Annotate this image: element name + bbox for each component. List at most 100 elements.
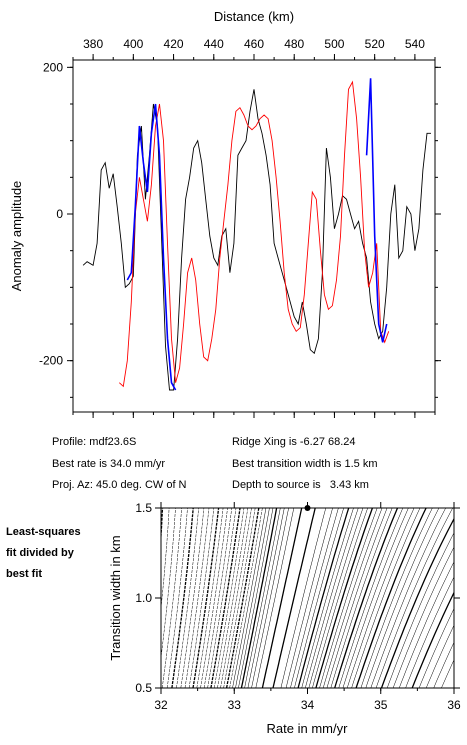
chart2-ticks: 32 33 34 35 36 0.5 1.0 1.5 <box>135 501 461 712</box>
contour-line <box>355 508 427 688</box>
side-note-line-1: Least-squares <box>6 526 81 538</box>
proj-az-label: Proj. Az: 45.0 deg. CW of N <box>52 479 187 491</box>
contour-lines <box>122 508 454 688</box>
contour-line <box>192 508 220 688</box>
contour-line <box>280 508 327 688</box>
contour-line <box>312 508 368 688</box>
contour-line <box>338 508 404 688</box>
contour-line <box>418 607 454 688</box>
y-tick-label: 200 <box>43 60 63 74</box>
contour-line <box>207 508 237 688</box>
x-tick-label: 520 <box>365 37 385 51</box>
contour-line <box>351 508 421 688</box>
contour-line <box>247 508 285 688</box>
x-tick-label: 400 <box>123 37 143 51</box>
contour-line <box>330 508 393 688</box>
x-tick-label: 32 <box>154 698 168 712</box>
contour-line <box>425 624 454 688</box>
x-tick-label: 540 <box>405 37 425 51</box>
chart1-x-axis-label: Distance (km) <box>214 9 294 24</box>
contour-line <box>398 561 454 688</box>
y-tick-label: 1.0 <box>135 591 152 605</box>
contour-line <box>188 508 215 688</box>
contour-line <box>297 508 350 688</box>
contour-line <box>161 508 170 611</box>
y-tick-label: 0 <box>56 207 63 221</box>
contour-line <box>223 508 256 688</box>
contour-line <box>315 508 374 688</box>
contour-line <box>251 508 289 688</box>
contour-line <box>375 508 453 688</box>
contour-line <box>244 508 281 688</box>
x-tick-label: 460 <box>244 37 264 51</box>
contour-line <box>308 508 364 688</box>
contour-line <box>272 508 316 688</box>
series-fit-line-2 <box>126 103 177 391</box>
best-fit-marker <box>304 505 311 511</box>
contour-line <box>365 508 440 688</box>
contour-line <box>220 508 252 688</box>
contour-line <box>229 508 263 688</box>
contour-line <box>386 532 454 688</box>
chart2-contour-group <box>122 508 454 688</box>
x-tick-label: 33 <box>228 698 242 712</box>
series-model-line-1 <box>118 80 390 388</box>
x-tick-label: 500 <box>324 37 344 51</box>
contour-line <box>294 508 344 688</box>
chart1-ticks: 380 400 420 440 460 480 500 520 540 200 0 -200 <box>39 37 441 418</box>
contour-line <box>305 508 359 688</box>
y-tick-label: -200 <box>39 354 63 368</box>
ridge-xing-label: Ridge Xing is -6.27 68.24 <box>232 436 356 448</box>
contour-line <box>326 508 388 688</box>
contour-line <box>319 508 378 688</box>
side-note-line-3: best fit <box>6 568 43 580</box>
contour-line <box>180 508 205 688</box>
best-rate-label: Best rate is 34.0 mm/yr <box>52 458 166 470</box>
contour-line <box>370 508 446 688</box>
contour-line <box>346 508 415 688</box>
contour-line <box>122 508 133 688</box>
contour-line <box>380 517 454 688</box>
contour-line <box>238 508 274 688</box>
chart1-y-axis-label: Anomaly amplitude <box>9 181 24 292</box>
contour-line <box>411 591 454 688</box>
contour-line <box>392 546 454 688</box>
profile-label: Profile: mdf23.6S <box>52 436 137 448</box>
series-fit-line-3 <box>365 78 388 343</box>
contour-line <box>261 508 303 688</box>
x-tick-label: 36 <box>447 698 461 712</box>
contour-line <box>161 508 176 660</box>
contour-line <box>200 508 228 688</box>
best-width-label: Best transition width is 1.5 km <box>232 458 378 470</box>
x-tick-label: 380 <box>83 37 103 51</box>
contour-line <box>196 508 224 688</box>
contour-line <box>240 508 278 688</box>
depth-label: Depth to source is 3.43 km <box>232 479 369 491</box>
contour-line <box>334 508 399 688</box>
contour-line <box>203 508 233 688</box>
contour-line <box>176 508 199 688</box>
contour-line <box>213 508 245 688</box>
contour-line <box>433 641 454 688</box>
contour-line <box>225 508 260 688</box>
series-observed-line-0 <box>82 89 431 391</box>
x-tick-label: 420 <box>164 37 184 51</box>
contour-line <box>301 508 354 688</box>
contour-line <box>290 508 339 688</box>
x-tick-label: 34 <box>301 698 315 712</box>
chart2-y-axis-label: Transition width in km <box>108 535 123 660</box>
chart2-x-axis-label: Rate in mm/yr <box>267 721 349 736</box>
y-tick-label: 0.5 <box>135 681 152 695</box>
contour-line <box>161 508 182 688</box>
x-tick-label: 480 <box>284 37 304 51</box>
contour-line <box>360 508 433 688</box>
x-tick-label: 440 <box>204 37 224 51</box>
contour-line <box>405 576 454 688</box>
contour-line <box>232 508 267 688</box>
contour-line <box>342 508 409 688</box>
contour-line <box>255 508 295 688</box>
contour-line <box>235 508 270 688</box>
side-note: Least-squares fit divided by best fit <box>6 522 106 585</box>
side-note-line-2: fit divided by <box>6 547 74 559</box>
